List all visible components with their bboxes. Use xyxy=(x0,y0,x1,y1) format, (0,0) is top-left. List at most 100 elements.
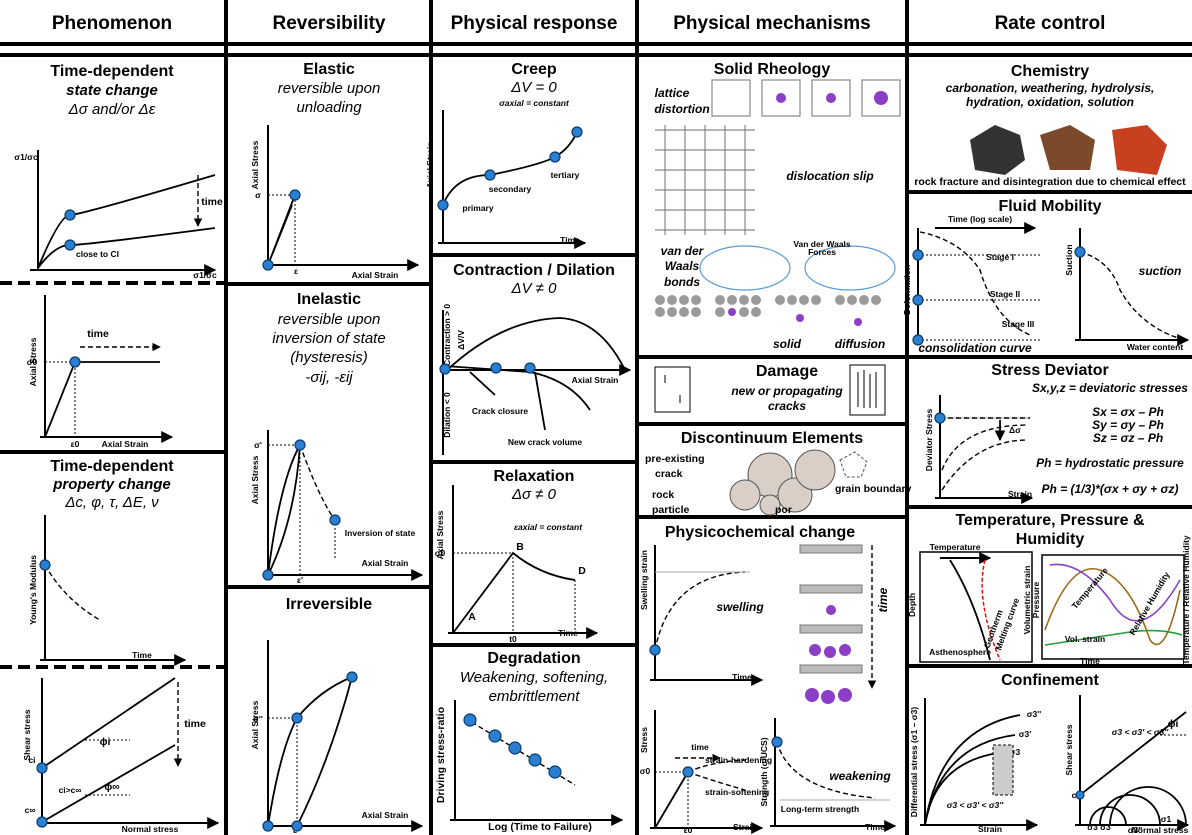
label: ci>c∞ xyxy=(59,785,82,795)
shape xyxy=(691,295,701,305)
label: Axial Strain xyxy=(362,558,409,568)
shape xyxy=(751,307,761,317)
label: time xyxy=(201,196,223,208)
label: σ0 xyxy=(640,766,651,776)
shape xyxy=(800,625,862,633)
label: Strain xyxy=(733,822,757,832)
panel-title: Physicochemical change xyxy=(665,524,855,541)
marker-dot xyxy=(491,363,501,373)
marker-dot xyxy=(40,560,50,570)
shape xyxy=(776,93,786,103)
marker-dot xyxy=(330,515,340,525)
label: ci xyxy=(28,755,35,765)
label: inversion of state xyxy=(272,330,385,347)
shape xyxy=(691,307,701,317)
shape xyxy=(796,314,804,322)
label: (hysteresis) xyxy=(290,349,368,366)
label: suction xyxy=(1139,264,1182,278)
label: van der xyxy=(661,244,705,258)
label: Forces xyxy=(808,247,836,257)
label: B xyxy=(516,541,524,553)
label: σ3 < σ3' < σ3'' xyxy=(1112,727,1170,737)
label: σ'' xyxy=(253,714,263,724)
label: secondary xyxy=(489,184,532,194)
marker-dot xyxy=(572,127,582,137)
label: Waals xyxy=(665,259,700,273)
shape xyxy=(800,585,862,593)
panel-title: Damage xyxy=(756,363,818,380)
label: Sz = σz – Ph xyxy=(1093,431,1163,445)
panel-title: Humidity xyxy=(1016,531,1085,548)
label: Axial Stress xyxy=(250,140,260,189)
column-header: Physical mechanisms xyxy=(673,13,871,34)
marker-dot xyxy=(292,713,302,723)
marker-dot xyxy=(549,766,561,778)
label: Crack closure xyxy=(472,406,528,416)
label: Axial Strain xyxy=(102,439,149,449)
label: σ1 xyxy=(1161,814,1172,824)
label: Axial Stress xyxy=(250,455,260,504)
shape xyxy=(809,644,821,656)
marker-dot xyxy=(70,357,80,367)
label: Time xyxy=(732,672,752,682)
label: primary xyxy=(462,203,493,213)
shape xyxy=(811,295,821,305)
panel-title: Fluid Mobility xyxy=(998,198,1101,215)
shape xyxy=(667,307,677,317)
label: Normal stress xyxy=(122,824,179,834)
label: Time (log scale) xyxy=(948,214,1012,224)
label: embrittlement xyxy=(489,688,581,705)
panel-title: Stress Deviator xyxy=(991,362,1108,379)
shape xyxy=(730,480,760,510)
marker-dot xyxy=(683,767,693,777)
marker-dot xyxy=(295,440,305,450)
label: Axial Strain xyxy=(572,375,619,385)
label: diffusion xyxy=(835,337,885,351)
label: time xyxy=(876,587,890,612)
label: consolidation curve xyxy=(918,341,1032,355)
panel-title: Creep xyxy=(511,61,557,78)
panel-title: Chemistry xyxy=(1011,63,1089,80)
label: Deviator Stress xyxy=(924,409,934,472)
figure: Phenomenon Reversibility Physical respon… xyxy=(0,0,1192,835)
column-header: Rate control xyxy=(995,13,1106,34)
shape xyxy=(826,605,836,615)
label: Ph = (1/3)*(σx + σy + σz) xyxy=(1042,482,1179,496)
label: Dilation < 0 xyxy=(442,392,452,438)
label: ϕi xyxy=(1168,718,1179,730)
label: D xyxy=(578,565,586,577)
label: Temperature xyxy=(930,542,981,552)
label: A xyxy=(468,611,476,623)
label: ΔV = 0 xyxy=(510,79,557,96)
shape xyxy=(800,665,862,673)
label: Strain xyxy=(978,824,1002,834)
shape xyxy=(787,295,797,305)
marker-dot xyxy=(529,754,541,766)
label: σaxial = constant xyxy=(499,98,570,108)
label: Temperature / Relative Humidity xyxy=(1181,535,1191,665)
label: ε' xyxy=(297,575,303,585)
label: Suction xyxy=(1064,244,1074,275)
label: Depth xyxy=(907,593,917,617)
marker-dot xyxy=(913,295,923,305)
label: σ1/σc xyxy=(14,152,38,162)
label: property change xyxy=(52,476,171,493)
column-header: Reversibility xyxy=(273,13,386,34)
shape xyxy=(715,295,725,305)
marker-dot xyxy=(650,645,660,655)
shape xyxy=(824,646,836,658)
label: σ0 xyxy=(435,548,446,558)
label: ϕi xyxy=(100,736,111,748)
shape xyxy=(655,295,665,305)
label: grain boundary xyxy=(835,483,912,495)
label: crack xyxy=(655,468,683,480)
label: Driving stress-ratio xyxy=(435,707,447,803)
label: weakening xyxy=(829,769,891,783)
marker-dot xyxy=(292,821,302,831)
shape xyxy=(805,688,819,702)
label: Time xyxy=(132,650,152,660)
label: Log (Time to Failure) xyxy=(488,821,592,833)
label: σ3 σ3' xyxy=(1087,822,1112,832)
panel-title: Temperature, Pressure & xyxy=(955,512,1145,529)
label: Δσ xyxy=(1009,425,1021,435)
